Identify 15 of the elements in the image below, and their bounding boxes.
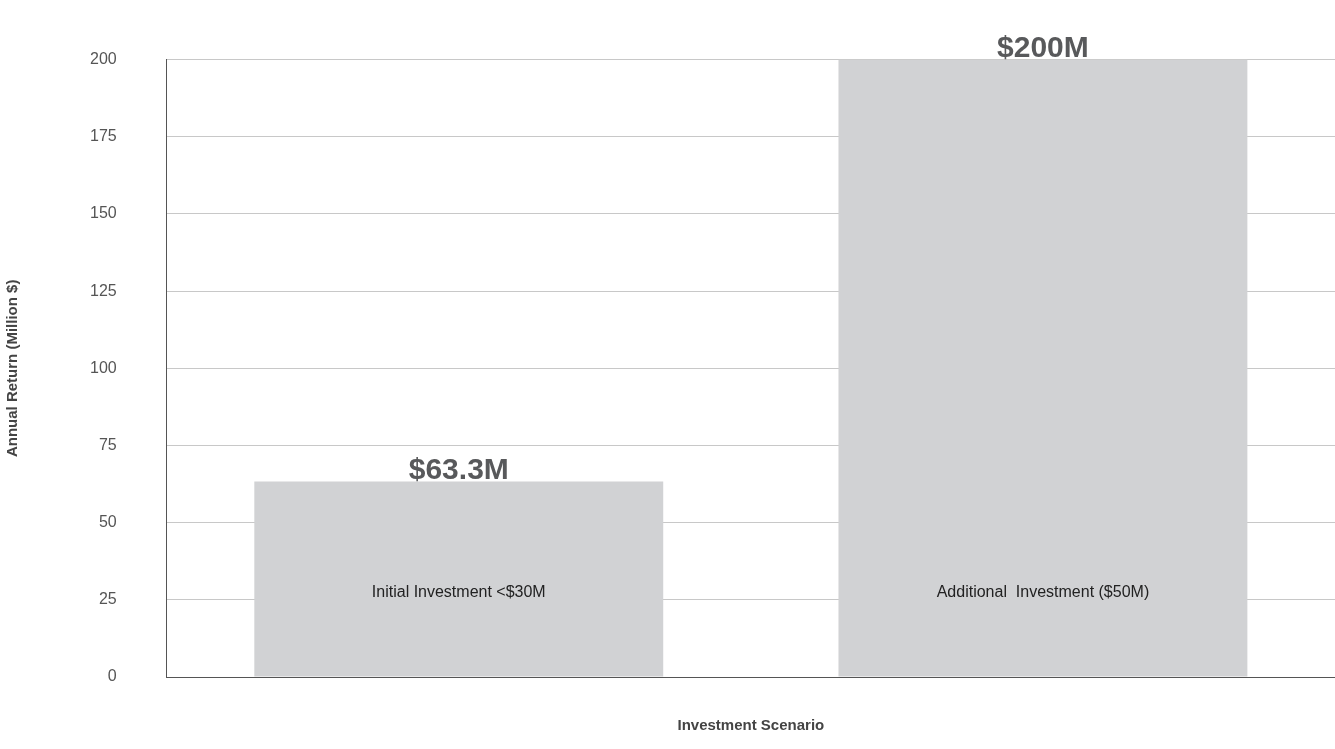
- x-tick-label: Additional Investment ($50M): [936, 583, 1150, 601]
- y-tick-label: 125: [89, 281, 117, 299]
- y-tick-label: 75: [98, 435, 117, 453]
- y-tick-label: 0: [107, 667, 117, 685]
- y-tick-label: 25: [98, 590, 117, 608]
- y-tick-label: 150: [89, 204, 117, 222]
- y-tick-label: 100: [89, 358, 117, 376]
- y-tick-label: 50: [98, 513, 117, 531]
- x-tick-label: Initial Investment <$30M: [371, 583, 546, 601]
- x-axis-title: Investment Scenario: [677, 716, 825, 734]
- y-axis-title: Annual Return (Million $): [3, 279, 21, 458]
- data-label: $63.3M: [408, 451, 509, 485]
- y-tick-label: 175: [89, 127, 117, 145]
- data-label: $200M: [997, 29, 1089, 63]
- y-tick-label: 200: [89, 50, 117, 68]
